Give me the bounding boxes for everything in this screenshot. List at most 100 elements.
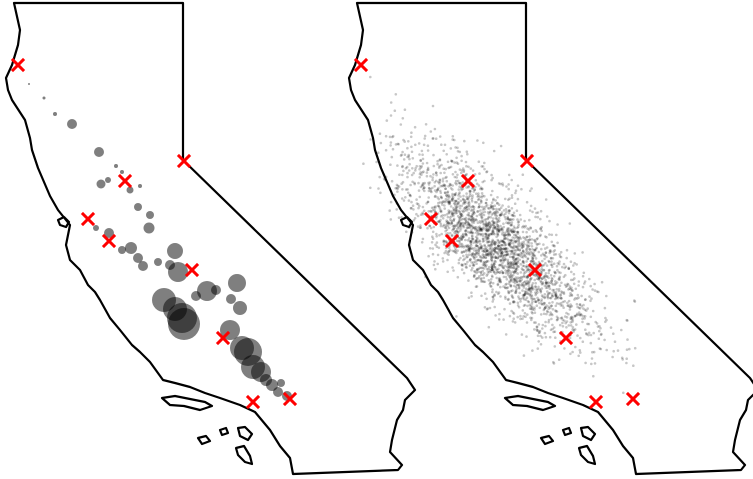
density-point	[443, 191, 447, 195]
density-point	[550, 233, 554, 237]
density-point	[438, 135, 442, 138]
density-point	[420, 241, 424, 244]
density-point	[487, 212, 491, 215]
density-point	[529, 307, 533, 311]
density-point	[484, 228, 488, 231]
density-point	[464, 245, 468, 248]
density-point	[407, 169, 411, 172]
density-point	[504, 271, 508, 275]
density-point	[508, 275, 511, 278]
density-point	[492, 198, 495, 202]
density-point	[554, 271, 557, 275]
density-point	[424, 275, 427, 279]
density-point	[488, 247, 492, 250]
density-point	[503, 247, 506, 251]
density-point	[475, 271, 478, 275]
density-point	[467, 296, 471, 300]
density-point	[545, 275, 549, 279]
density-point	[493, 250, 497, 253]
density-point	[466, 202, 470, 205]
density-point	[479, 209, 482, 212]
density-point	[531, 282, 535, 285]
density-point	[451, 188, 454, 191]
density-point	[555, 296, 558, 299]
density-point	[490, 285, 493, 288]
density-point	[490, 268, 494, 271]
density-point	[459, 218, 462, 222]
density-point	[533, 207, 537, 210]
density-point	[437, 220, 441, 223]
density-point	[525, 235, 528, 239]
density-point	[509, 229, 513, 232]
density-point	[414, 169, 417, 172]
density-point	[479, 254, 482, 258]
bubble-point	[104, 228, 114, 238]
density-point	[565, 284, 569, 288]
density-point	[487, 216, 490, 220]
density-point	[620, 356, 624, 360]
density-point	[506, 273, 510, 277]
density-point	[571, 328, 574, 331]
density-point	[474, 253, 477, 256]
density-point	[546, 296, 550, 300]
density-point	[578, 303, 582, 307]
density-point	[517, 305, 521, 309]
density-point	[535, 277, 539, 281]
density-point	[478, 232, 481, 236]
density-point	[490, 258, 493, 262]
density-point	[495, 217, 498, 221]
density-point	[467, 185, 470, 188]
density-point	[573, 328, 577, 331]
density-point	[524, 271, 527, 274]
density-point	[474, 178, 478, 182]
density-point	[487, 229, 490, 232]
station-marker	[558, 330, 574, 346]
density-point	[578, 307, 582, 310]
density-point	[401, 164, 404, 168]
density-point	[589, 315, 593, 319]
density-point	[565, 256, 568, 260]
density-point	[458, 216, 461, 220]
density-point	[527, 268, 530, 271]
density-point	[479, 232, 483, 236]
density-point	[494, 256, 498, 260]
density-point	[525, 296, 529, 300]
density-point	[508, 221, 512, 224]
density-point	[417, 206, 420, 210]
density-point	[521, 249, 525, 253]
density-point	[427, 186, 431, 190]
density-point	[578, 303, 582, 306]
density-point	[516, 253, 519, 257]
density-point	[515, 263, 518, 267]
density-point	[534, 281, 537, 285]
density-point	[507, 232, 510, 236]
density-point	[511, 230, 514, 234]
density-point	[461, 235, 464, 238]
density-point	[491, 247, 495, 251]
density-point	[493, 232, 496, 236]
density-point	[431, 186, 434, 190]
density-point	[485, 204, 489, 207]
bubble-point	[28, 83, 30, 85]
density-point	[528, 235, 531, 238]
bubble-point	[168, 262, 188, 282]
density-point	[504, 295, 507, 299]
density-point	[483, 247, 487, 251]
density-point	[462, 210, 465, 214]
density-point	[544, 274, 547, 277]
density-point	[487, 251, 491, 255]
density-point	[445, 175, 448, 179]
density-point	[513, 258, 516, 262]
density-point	[400, 197, 404, 200]
density-point	[443, 200, 447, 204]
density-point	[485, 240, 489, 244]
density-point	[475, 251, 479, 254]
density-point	[573, 277, 576, 280]
density-point	[492, 211, 496, 214]
density-point	[443, 143, 447, 147]
density-point	[469, 189, 472, 193]
density-point	[406, 146, 409, 150]
density-point	[535, 304, 539, 308]
density-point	[540, 294, 544, 297]
density-point	[491, 275, 494, 279]
